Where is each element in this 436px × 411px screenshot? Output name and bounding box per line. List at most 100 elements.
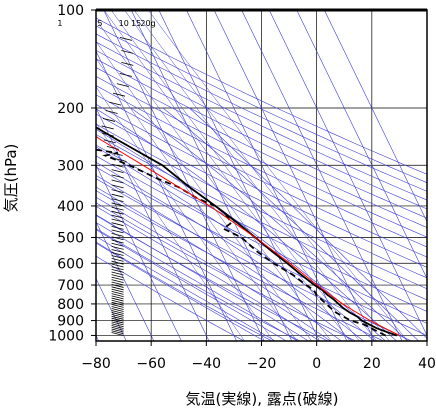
wind-barb xyxy=(111,225,124,230)
y-tick-label: 800 xyxy=(57,297,84,313)
wind-barb xyxy=(111,312,124,316)
wind-barb xyxy=(105,110,118,114)
wind-barb xyxy=(111,229,124,234)
y-tick-label: 900 xyxy=(57,314,84,330)
wind-barb xyxy=(111,308,124,312)
wind-barb xyxy=(111,330,124,335)
wind-barb xyxy=(111,332,124,336)
moist-adiabat-line xyxy=(96,196,331,341)
dry-adiabat-line xyxy=(96,134,427,301)
wind-barb xyxy=(111,274,124,278)
moist-adiabat-line xyxy=(96,161,364,341)
wind-barb xyxy=(111,174,124,179)
moist-adiabat-line xyxy=(96,236,276,341)
wind-barb xyxy=(111,239,124,244)
moist-adiabat-line xyxy=(96,186,342,341)
isotherm-line xyxy=(96,50,237,341)
wind-barb xyxy=(111,299,124,304)
isotherm-line xyxy=(130,10,293,341)
wind-barb xyxy=(111,315,124,320)
wind-barb xyxy=(111,184,124,189)
wind-barb xyxy=(111,279,124,283)
thermodynamic-guide-lines xyxy=(96,10,427,341)
y-tick-label: 500 xyxy=(57,230,84,246)
isotherm-line xyxy=(96,220,155,341)
mixing-ratio-line xyxy=(96,122,245,341)
wind-barb xyxy=(111,214,124,219)
x-axis-ticks: −80 −60 −40 −20 0 20 40 xyxy=(81,341,436,372)
y-axis-title: 気圧(hPa) xyxy=(2,144,20,213)
dry-adiabat-line xyxy=(96,178,412,341)
y-tick-label: 600 xyxy=(57,256,84,272)
dry-adiabat-line xyxy=(96,228,301,341)
moist-adiabat-line xyxy=(162,107,419,341)
wind-barb xyxy=(111,286,124,291)
moist-adiabat-line xyxy=(96,108,397,341)
mixing-ratio-label: 5 xyxy=(97,19,102,28)
moist-adiabat-line xyxy=(96,242,265,341)
x-tick-label: 0 xyxy=(312,356,321,372)
x-tick-label: 40 xyxy=(418,356,436,372)
wind-barb xyxy=(112,92,126,97)
moist-adiabat-line xyxy=(96,214,309,341)
moist-adiabat-line xyxy=(130,107,408,341)
wind-barb xyxy=(111,284,124,288)
background-grid xyxy=(96,10,427,341)
wind-barb xyxy=(111,236,124,241)
temperature-profile-line xyxy=(96,126,398,337)
dry-adiabat-line xyxy=(96,49,427,210)
wind-barb xyxy=(111,321,124,326)
x-tick-label: −60 xyxy=(136,356,166,372)
wind-barb xyxy=(111,313,124,318)
dry-adiabat-line xyxy=(96,33,427,192)
dry-adiabat-line xyxy=(96,255,245,341)
y-tick-label: 1000 xyxy=(48,328,84,344)
wind-barb xyxy=(111,266,124,271)
wind-barb xyxy=(111,202,124,207)
dry-adiabat-line xyxy=(96,94,427,258)
dry-adiabat-line xyxy=(96,166,427,336)
wind-barb xyxy=(103,139,116,144)
dry-adiabat-line xyxy=(96,76,427,238)
wind-barb xyxy=(102,118,116,122)
wind-barb xyxy=(111,291,124,295)
wind-barb xyxy=(111,193,124,198)
isotherm-line xyxy=(96,164,182,341)
y-tick-label: 300 xyxy=(57,158,84,174)
wind-barb xyxy=(111,325,124,329)
wind-barb xyxy=(111,268,124,273)
parcel-profile-line xyxy=(96,135,400,336)
mixing-ratio-line xyxy=(147,10,409,341)
dry-adiabat-line xyxy=(96,215,329,341)
wind-barb xyxy=(111,257,124,262)
x-tick-label: −20 xyxy=(247,356,277,372)
wind-barb xyxy=(111,222,124,227)
isotherm-line xyxy=(241,10,403,341)
x-axis-title: 気温(実線), 露点(破線) xyxy=(186,390,339,408)
mixing-ratio-label: 10 xyxy=(119,19,129,28)
wind-barb xyxy=(111,218,124,223)
mixing-ratio-line xyxy=(96,40,312,341)
wind-barb xyxy=(111,301,124,306)
wind-barb xyxy=(111,260,124,265)
wind-barb xyxy=(101,132,115,137)
dry-adiabat-line xyxy=(96,58,427,219)
wind-barb xyxy=(106,145,119,150)
wind-barb xyxy=(111,304,124,308)
wind-barb xyxy=(111,281,124,286)
wind-barb xyxy=(111,198,124,203)
moist-adiabat-line xyxy=(96,222,298,341)
wind-barb xyxy=(111,255,124,259)
wind-barb xyxy=(111,206,124,211)
mixing-ratio-label: 1 xyxy=(57,19,62,28)
wind-barb xyxy=(111,246,124,250)
wind-barb xyxy=(109,101,122,106)
mixing-ratio-line xyxy=(103,10,351,341)
wind-barb xyxy=(111,297,124,302)
wind-barb xyxy=(111,276,124,281)
x-tick-label: −40 xyxy=(192,356,222,372)
y-tick-label: 200 xyxy=(57,101,84,117)
moist-adiabat-line xyxy=(96,205,320,341)
